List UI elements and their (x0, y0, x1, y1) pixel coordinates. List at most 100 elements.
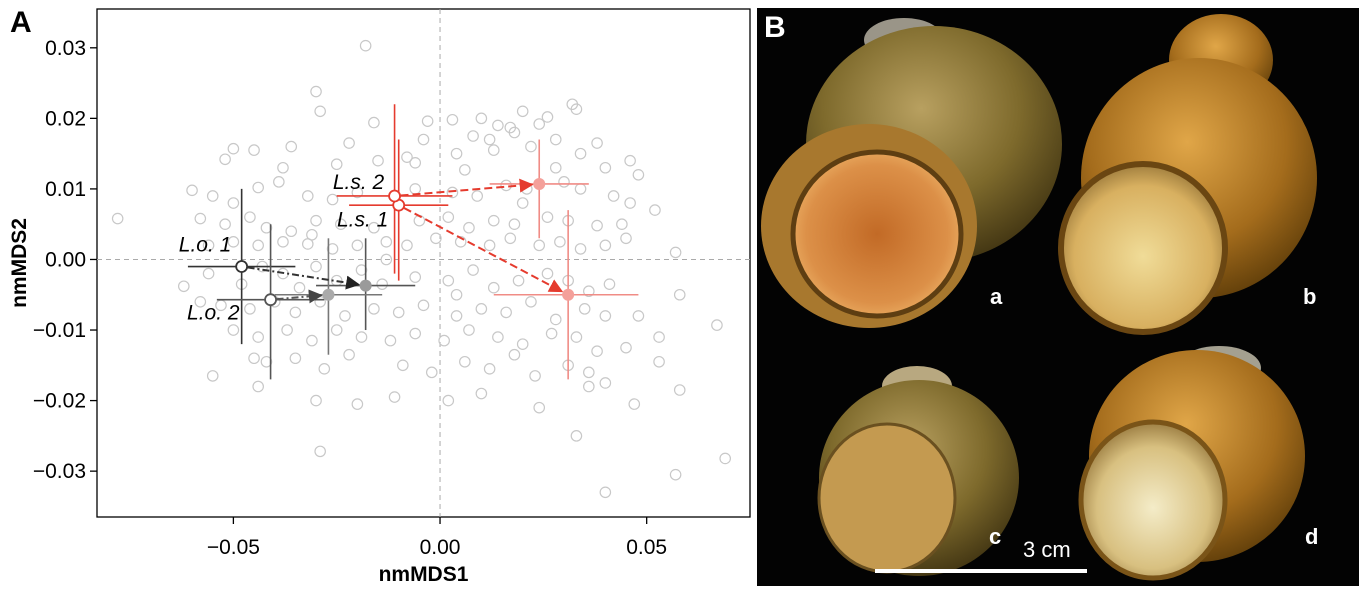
background-point (206, 370, 219, 382)
background-point (401, 151, 413, 163)
background-point (219, 218, 231, 230)
background-point (194, 212, 207, 225)
background-point (516, 197, 529, 209)
background-point (335, 218, 347, 230)
background-point (533, 401, 546, 414)
background-point (607, 190, 620, 202)
group-start-point (388, 189, 401, 203)
background-point (459, 164, 471, 176)
background-point (574, 147, 587, 160)
background-point (599, 310, 612, 322)
background-point (549, 313, 562, 326)
background-point (425, 366, 438, 379)
panel-b-letter: B (764, 11, 786, 44)
background-point (355, 331, 368, 343)
y-tick-label: 0.00 (45, 248, 86, 271)
background-point (446, 113, 459, 126)
background-point (459, 355, 471, 368)
y-tick-label: 0.03 (45, 37, 86, 60)
y-tick-label: −0.01 (33, 319, 86, 342)
background-point (384, 334, 397, 347)
x-tick-label: −0.05 (207, 536, 260, 559)
background-point (314, 105, 326, 118)
background-point (285, 140, 298, 153)
x-tick-label: 0.05 (626, 536, 667, 559)
background-point (711, 319, 723, 331)
shell-photos (761, 14, 1317, 581)
background-point (574, 243, 587, 255)
background-point (417, 299, 430, 312)
background-point (442, 274, 455, 287)
background-point (500, 306, 512, 319)
background-point (632, 169, 645, 181)
group-label: L.o. 2 (187, 301, 240, 324)
shift-arrow (400, 178, 534, 197)
background-point (487, 214, 500, 227)
nmds-scatter-plot: −0.05 0.00 0.05 0.03 0.02 0.01 0.00 −0.01 −0.02 −… (8, 8, 751, 586)
background-point (508, 218, 521, 230)
background-point (326, 193, 339, 206)
background-point (603, 278, 616, 290)
group-label: L.o. 1 (179, 234, 232, 257)
background-point (483, 363, 496, 375)
background-point (438, 334, 450, 347)
background-point (512, 274, 525, 287)
shift-arrow (247, 266, 361, 290)
background-point (289, 306, 302, 319)
background-point (314, 445, 326, 458)
background-point (467, 130, 479, 142)
background-point (599, 239, 612, 252)
background-point (372, 154, 384, 167)
background-point (570, 430, 583, 442)
background-point (591, 137, 603, 149)
background-point (260, 221, 273, 234)
background-point (252, 331, 264, 343)
background-point (301, 190, 314, 202)
background-point (620, 341, 632, 354)
background-point (508, 348, 521, 361)
background-point (541, 211, 554, 223)
background-point (549, 133, 562, 146)
background-point (244, 303, 256, 315)
background-point (525, 140, 537, 153)
background-point (533, 239, 546, 252)
background-point (351, 398, 364, 410)
background-point (541, 267, 554, 280)
group-label: L.s. 1 (337, 208, 388, 231)
background-point (343, 137, 355, 149)
background-point (227, 142, 240, 155)
background-point (454, 236, 467, 248)
background-point (574, 183, 587, 195)
background-point (463, 221, 475, 234)
background-point (483, 239, 496, 252)
background-point (409, 327, 422, 340)
background-point (558, 176, 570, 188)
group-start-point (264, 293, 277, 307)
group-end-point (562, 288, 575, 301)
background-point (285, 225, 298, 238)
background-point (343, 348, 355, 361)
x-axis-label: nmMDS1 (379, 563, 469, 586)
background-point (318, 363, 331, 375)
background-point (310, 394, 322, 407)
background-point (624, 197, 636, 209)
shell-label-b: b (1303, 284, 1317, 309)
shell-label-a: a (990, 284, 1003, 309)
background-point (599, 161, 612, 174)
background-point (248, 352, 260, 365)
background-point (673, 384, 686, 396)
shell-b (1058, 14, 1317, 335)
background-point (310, 85, 322, 98)
background-point (252, 239, 264, 252)
shell-c (817, 366, 1019, 576)
background-point (475, 303, 488, 315)
background-point (616, 218, 628, 230)
y-tick-label: 0.01 (45, 178, 86, 201)
shift-arrow (276, 289, 323, 304)
background-point (293, 281, 306, 294)
background-point (492, 119, 504, 132)
shell-label-c: c (989, 524, 1002, 549)
group-end-point (322, 288, 335, 301)
background-point (516, 105, 529, 118)
background-point (186, 184, 198, 197)
